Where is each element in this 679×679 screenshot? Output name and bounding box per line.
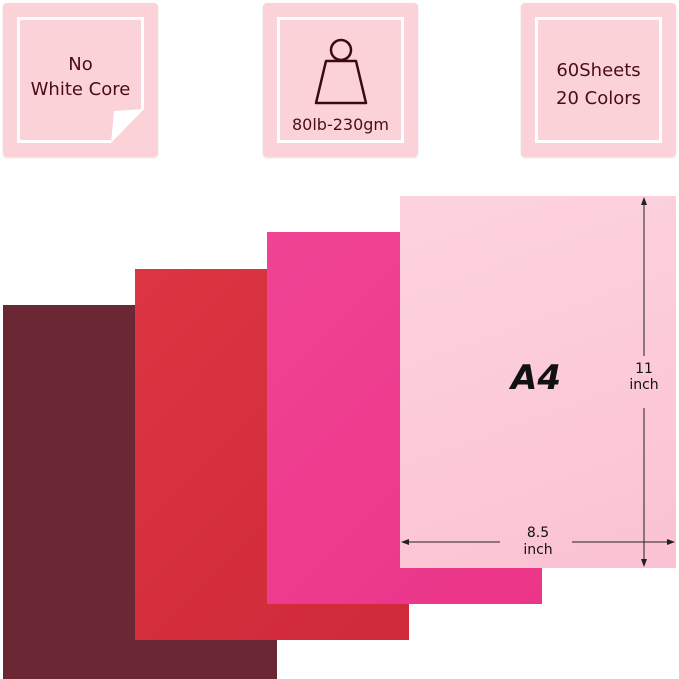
weight-icon <box>314 38 368 105</box>
weight-badge: 80lb-230gm <box>263 3 418 157</box>
badge-frame <box>277 17 404 143</box>
folded-paper-corner-icon <box>111 109 144 143</box>
width-unit: inch <box>523 542 553 558</box>
badge-line1: No <box>68 54 93 75</box>
badge-frame <box>17 17 144 143</box>
sheets-colors-badge: 60Sheets 20 Colors <box>521 3 676 157</box>
height-value: 11 <box>635 361 653 377</box>
light-pink-sheet: A4 11 inch 8.5 inch <box>400 196 676 568</box>
badge-line1: 60Sheets <box>556 60 641 81</box>
dimension-arrows <box>401 197 675 567</box>
height-unit: inch <box>629 377 659 393</box>
a4-size-label: A4 <box>511 358 561 398</box>
weight-label: 80lb-230gm <box>291 115 389 134</box>
badge-line2: 20 Colors <box>556 88 641 109</box>
badge-frame <box>535 17 662 143</box>
width-value: 8.5 <box>526 525 550 541</box>
no-white-core-badge: No White Core <box>3 3 158 157</box>
badge-line2: White Core <box>30 79 131 100</box>
